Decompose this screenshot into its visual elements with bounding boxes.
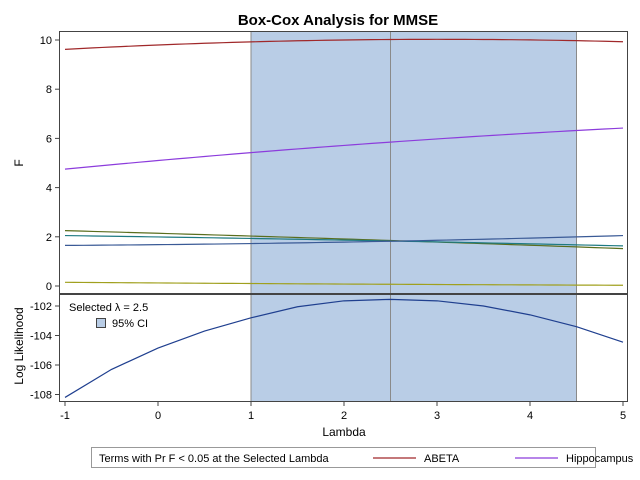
- top-y-tick-label: 8: [46, 84, 52, 96]
- x-tick-label: 2: [341, 410, 347, 422]
- chart-title: Box-Cox Analysis for MMSE: [238, 12, 438, 29]
- legend-box: [91, 447, 596, 468]
- bottom-y-axis-label: Log Likelihood: [12, 307, 26, 384]
- top-y-tick-label: 6: [46, 133, 52, 145]
- series-line-6: [64, 281, 624, 286]
- bottom-y-tick-label: -102: [30, 301, 52, 313]
- ci-swatch: [96, 318, 106, 328]
- selected-lambda-label: Selected λ = 2.5: [69, 302, 148, 314]
- legend-label-hippocampus: Hippocampus: [566, 453, 634, 465]
- x-tick-label: 4: [527, 410, 533, 422]
- top-panel-frame: [59, 31, 628, 294]
- legend-title: Terms with Pr F < 0.05 at the Selected L…: [99, 453, 329, 465]
- ci-band-bottom: [251, 294, 577, 402]
- bottom-y-tick-label: -106: [30, 360, 52, 372]
- top-y-axis-label: F: [12, 159, 26, 166]
- ci-band-top: [251, 31, 577, 294]
- bottom-y-tick-label: -104: [30, 331, 52, 343]
- legend-label-abeta: ABETA: [424, 453, 460, 465]
- x-tick-label: -1: [60, 410, 70, 422]
- series-line-3: [64, 230, 624, 250]
- ci-label: 95% CI: [112, 318, 148, 330]
- x-tick-label: 5: [620, 410, 626, 422]
- x-tick-label: 3: [434, 410, 440, 422]
- series-line-abeta: [64, 38, 624, 50]
- bottom-panel-frame: [59, 294, 628, 402]
- x-tick-label: 1: [248, 410, 254, 422]
- bottom-y-tick-label: -108: [30, 390, 52, 402]
- top-y-tick-label: 4: [46, 183, 52, 195]
- x-axis-label: Lambda: [322, 425, 366, 439]
- series-line-5: [64, 234, 624, 247]
- series-line-4: [64, 234, 624, 247]
- x-tick-label: 0: [155, 410, 161, 422]
- top-y-tick-label: 0: [46, 281, 52, 293]
- top-y-tick-label: 2: [46, 232, 52, 244]
- series-line-hippocampus: [64, 127, 624, 170]
- top-y-tick-label: 10: [40, 35, 52, 47]
- log-likelihood-line: [64, 298, 624, 398]
